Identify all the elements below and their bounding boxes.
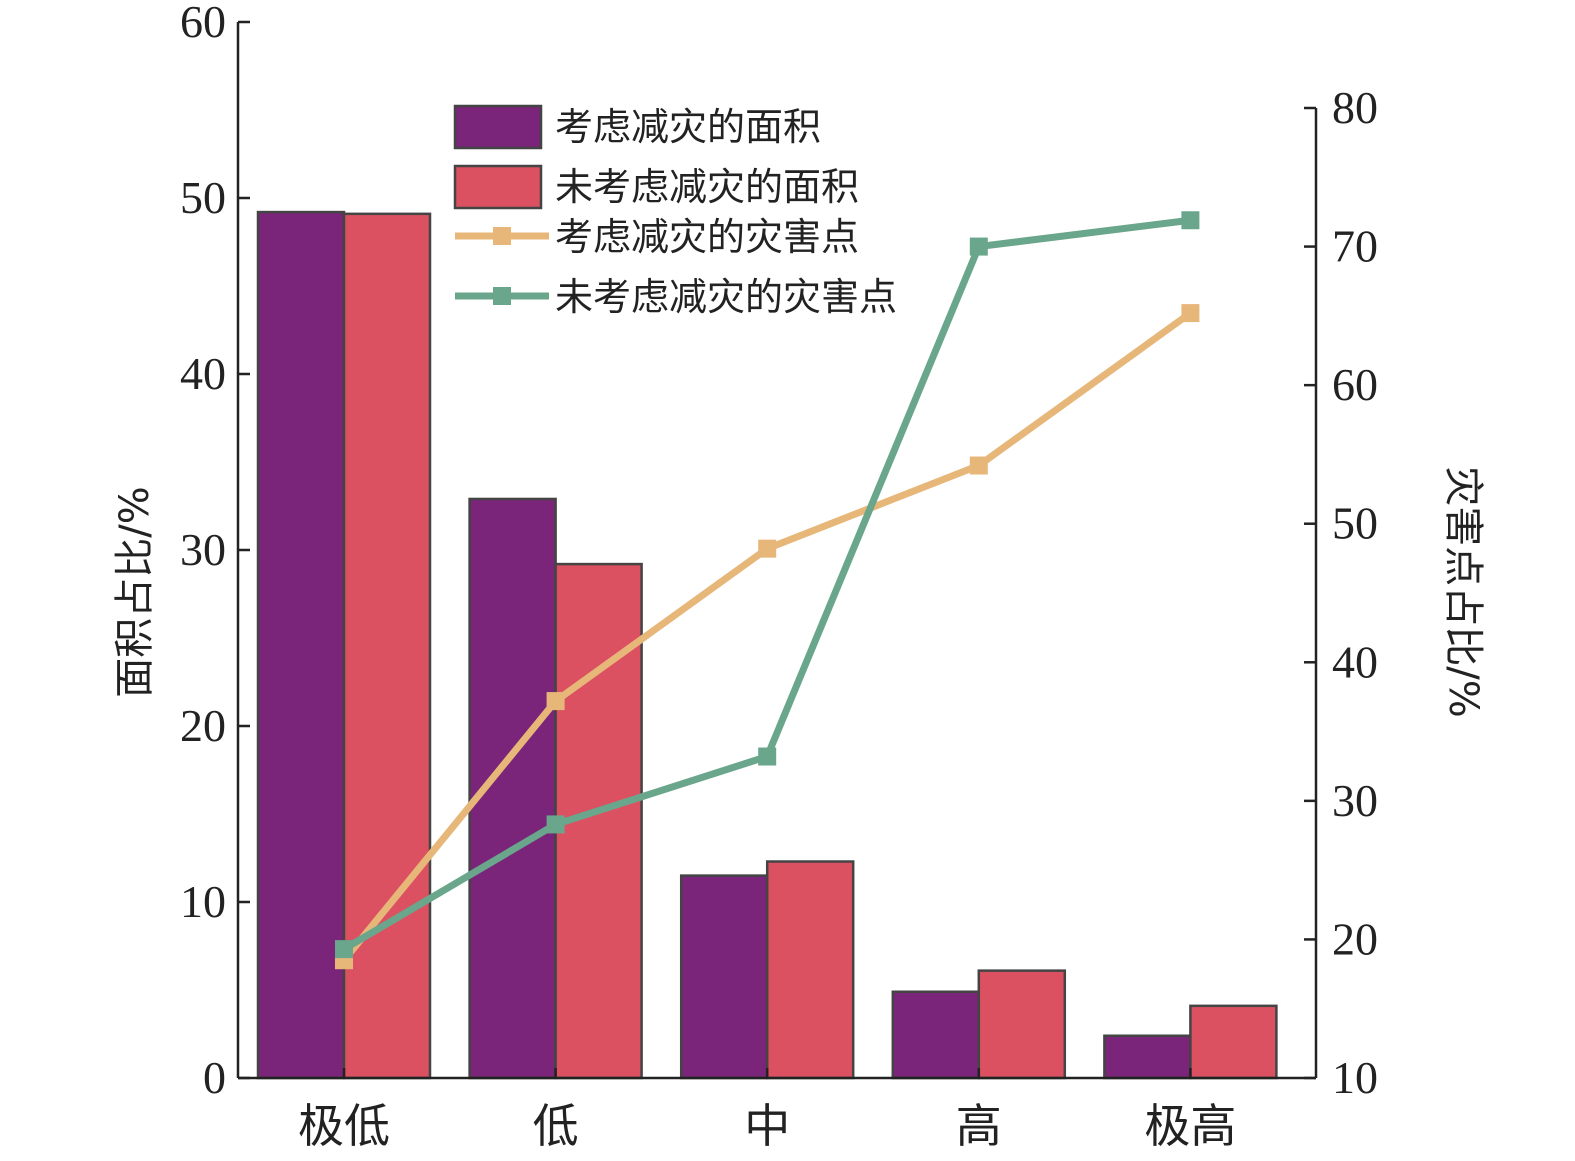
bar-considered-2 xyxy=(679,874,769,1080)
x-tick-label-1: 低 xyxy=(533,1099,579,1153)
bar-considered-3 xyxy=(891,990,981,1080)
left-tick-label-1: 10 xyxy=(180,876,226,927)
axes-layer: 0 10 20 30 40 50 60 10 20 30 40 50 60 70 80 极低 低 中 高 极高 面积占比… xyxy=(112,0,1486,1153)
x-tick-label-4: 极高 xyxy=(1144,1099,1236,1153)
right-tick-label-3: 40 xyxy=(1332,636,1378,687)
legend-swatch-marker-1 xyxy=(493,287,511,305)
lines-layer xyxy=(335,211,1200,970)
left-tick-label-5: 50 xyxy=(180,172,226,223)
left-tick-label-0: 0 xyxy=(203,1052,226,1103)
legend-label-bar-1: 未考虑减灾的面积 xyxy=(555,165,859,209)
legend-swatch-bar-0 xyxy=(453,104,543,150)
x-tick-label-0: 极低 xyxy=(298,1099,390,1153)
right-tick-label-7: 80 xyxy=(1332,82,1378,133)
right-tick-label-6: 70 xyxy=(1332,221,1378,272)
left-tick-label-4: 40 xyxy=(180,348,226,399)
point-considered-4 xyxy=(1181,304,1200,323)
right-tick-label-4: 50 xyxy=(1332,498,1378,549)
x-tick-label-2: 中 xyxy=(744,1099,790,1153)
bar-unconsidered-3 xyxy=(977,969,1067,1080)
point-unconsidered-2 xyxy=(758,747,777,766)
x-tick-label-3: 高 xyxy=(956,1099,1002,1153)
right-tick-label-0: 10 xyxy=(1332,1052,1378,1103)
legend-label-line-1: 未考虑减灾的灾害点 xyxy=(555,275,897,319)
bars-layer xyxy=(256,210,1278,1080)
left-tick-label-3: 30 xyxy=(180,524,226,575)
point-considered-3 xyxy=(969,456,988,475)
right-tick-label-5: 60 xyxy=(1332,359,1378,410)
bar-unconsidered-2 xyxy=(765,860,855,1080)
point-unconsidered-0 xyxy=(335,940,353,959)
legend-swatch-marker-0 xyxy=(493,227,511,245)
point-unconsidered-1 xyxy=(546,815,565,834)
y-left-axis-title: 面积占比/% xyxy=(112,486,158,697)
right-tick-label-2: 30 xyxy=(1332,775,1378,826)
left-tick-label-2: 20 xyxy=(180,700,226,751)
point-considered-2 xyxy=(758,539,777,558)
bar-unconsidered-0 xyxy=(342,212,432,1080)
left-tick-label-6: 60 xyxy=(180,0,226,47)
legend-label-line-0: 考虑减灾的灾害点 xyxy=(555,215,859,259)
legend-swatch-bar-1 xyxy=(453,164,543,210)
y-right-axis-title: 灾害点占比/% xyxy=(1440,466,1486,717)
bar-considered-4 xyxy=(1103,1034,1192,1080)
bar-unconsidered-4 xyxy=(1189,1004,1278,1080)
point-unconsidered-4 xyxy=(1181,211,1200,230)
point-unconsidered-3 xyxy=(969,237,988,256)
right-tick-label-1: 20 xyxy=(1332,913,1378,964)
point-considered-1 xyxy=(546,692,565,711)
bar-considered-0 xyxy=(256,210,346,1080)
legend-label-bar-0: 考虑减灾的面积 xyxy=(555,105,821,149)
